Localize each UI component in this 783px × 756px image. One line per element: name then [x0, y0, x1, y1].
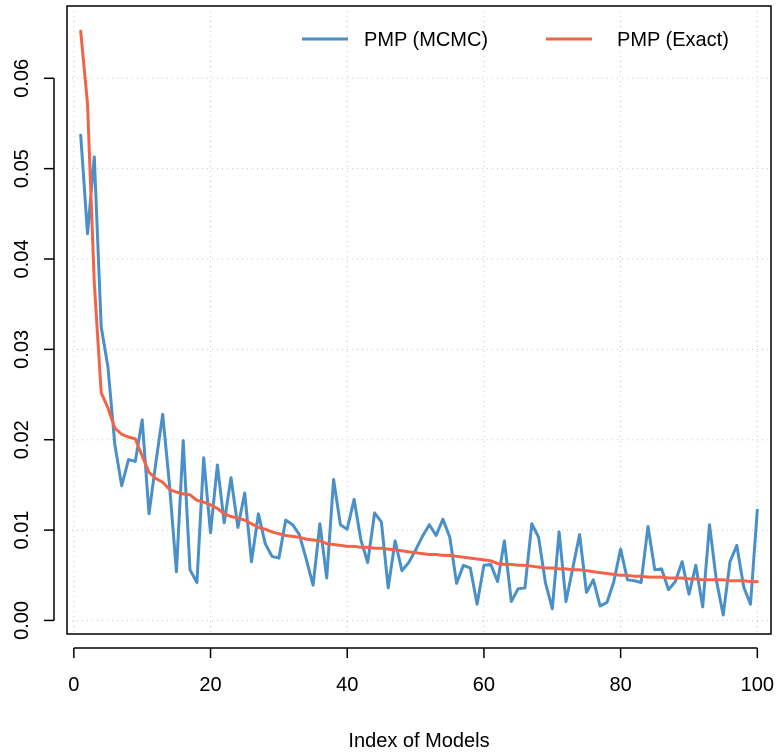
- series-group: [79, 29, 759, 617]
- series-mcmc: [79, 133, 759, 617]
- x-axis-title: Index of Models: [348, 730, 489, 752]
- y-axis: 0.00 0.01 0.02 0.03 0.04 0.05 0.06: [11, 59, 55, 640]
- y-tick-label: 0.03: [11, 330, 33, 369]
- x-tick-label: 60: [473, 674, 495, 696]
- x-tick-label: 0: [68, 674, 79, 696]
- series-exact: [79, 29, 759, 584]
- x-tick-label: 100: [741, 674, 774, 696]
- legend-item: PMP (Exact): [546, 29, 729, 51]
- x-tick-label: 80: [610, 674, 632, 696]
- x-axis: 0 20 40 60 80 100: [68, 647, 774, 696]
- y-tick-label: 0.02: [11, 420, 33, 459]
- y-tick-label: 0.05: [11, 149, 33, 188]
- x-tick-label: 40: [336, 674, 358, 696]
- x-tick-label: 20: [199, 674, 221, 696]
- y-tick-label: 0.04: [11, 240, 33, 279]
- legend-item: PMP (MCMC): [302, 29, 488, 51]
- series-line: [79, 29, 759, 584]
- legend-label: PMP (Exact): [617, 29, 729, 51]
- plot-frame: [66, 5, 772, 635]
- legend: PMP (MCMC) PMP (Exact): [302, 29, 729, 51]
- y-tick-label: 0.00: [11, 601, 33, 640]
- y-tick-label: 0.01: [11, 511, 33, 550]
- series-line: [79, 133, 759, 617]
- y-tick-label: 0.06: [11, 59, 33, 98]
- legend-label: PMP (MCMC): [364, 29, 488, 51]
